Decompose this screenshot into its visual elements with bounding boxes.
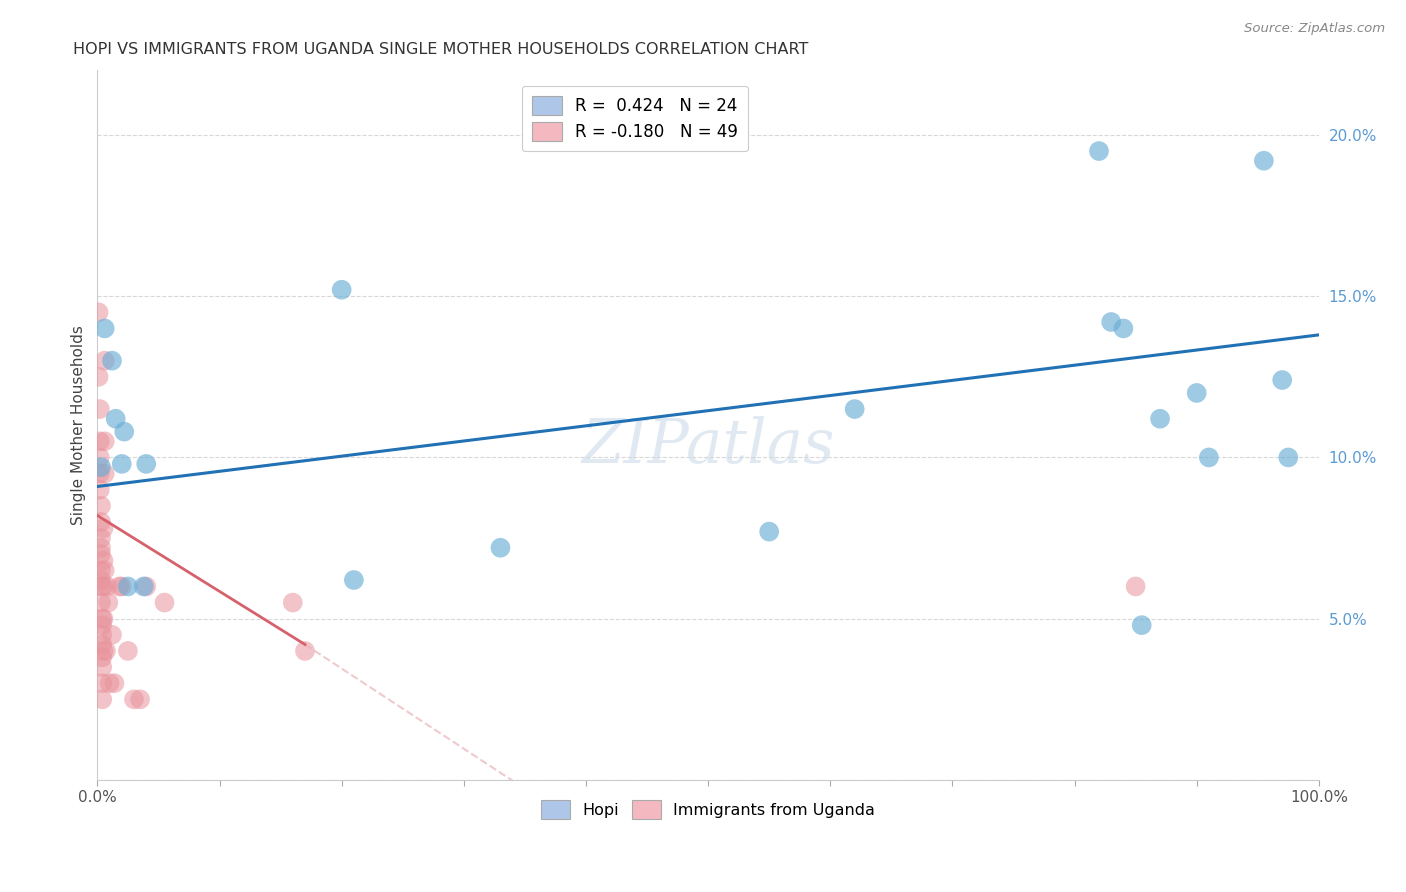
Point (122, 692, 145, 706)
Point (117, 579, 139, 593)
Point (93, 353, 115, 368)
Text: ZIPatlas: ZIPatlas (581, 417, 835, 476)
Point (129, 692, 152, 706)
Point (153, 596, 176, 610)
Point (294, 644, 316, 658)
Point (89, 467, 111, 481)
Point (93, 554, 115, 568)
Point (89, 402, 111, 417)
Point (1099, 315, 1122, 329)
Point (135, 579, 157, 593)
Point (91, 676, 114, 690)
Point (1185, 386, 1208, 401)
Point (1130, 618, 1153, 632)
Point (90, 460, 112, 475)
Point (101, 353, 124, 368)
Point (90, 596, 112, 610)
Legend: Hopi, Immigrants from Uganda: Hopi, Immigrants from Uganda (534, 794, 882, 825)
Point (90, 541, 112, 555)
Point (281, 596, 304, 610)
Point (93, 321, 115, 335)
Point (1149, 411, 1171, 425)
Point (117, 644, 139, 658)
Point (98, 676, 121, 690)
Point (97, 596, 120, 610)
Point (91, 692, 114, 706)
Point (330, 283, 353, 297)
Point (94, 644, 117, 658)
Point (91, 628, 114, 642)
Point (111, 579, 134, 593)
Point (758, 524, 780, 539)
Point (93, 521, 115, 535)
Point (132, 579, 155, 593)
Point (91, 612, 114, 626)
Point (1125, 579, 1147, 593)
Point (93, 467, 115, 481)
Point (103, 676, 125, 690)
Point (90, 563, 112, 577)
Point (90, 499, 112, 513)
Point (89, 434, 111, 449)
Point (90, 531, 112, 545)
Point (93, 563, 115, 577)
Point (90, 515, 112, 529)
Point (1271, 373, 1294, 387)
Point (93, 612, 115, 626)
Point (96, 579, 118, 593)
Point (90, 579, 112, 593)
Point (90, 573, 112, 587)
Point (1112, 321, 1135, 335)
Point (343, 573, 366, 587)
Point (1088, 144, 1111, 158)
Point (89, 483, 111, 497)
Point (844, 402, 866, 417)
Text: Source: ZipAtlas.com: Source: ZipAtlas.com (1244, 22, 1385, 36)
Point (91, 650, 114, 665)
Point (104, 411, 127, 425)
Point (1277, 450, 1299, 465)
Text: HOPI VS IMMIGRANTS FROM UGANDA SINGLE MOTHER HOUSEHOLDS CORRELATION CHART: HOPI VS IMMIGRANTS FROM UGANDA SINGLE MO… (73, 42, 808, 57)
Point (108, 579, 131, 593)
Point (91, 638, 114, 652)
Point (93, 644, 115, 658)
Point (112, 425, 135, 439)
Point (489, 541, 512, 555)
Point (91, 618, 114, 632)
Y-axis label: Single Mother Households: Single Mother Households (72, 326, 86, 525)
Point (87, 305, 110, 319)
Point (93, 434, 115, 449)
Point (101, 628, 124, 642)
Point (135, 457, 157, 471)
Point (87, 369, 110, 384)
Point (93, 579, 115, 593)
Point (91, 660, 114, 674)
Point (111, 457, 134, 471)
Point (89, 450, 111, 465)
Point (1253, 153, 1275, 168)
Point (90, 547, 112, 561)
Point (1198, 450, 1220, 465)
